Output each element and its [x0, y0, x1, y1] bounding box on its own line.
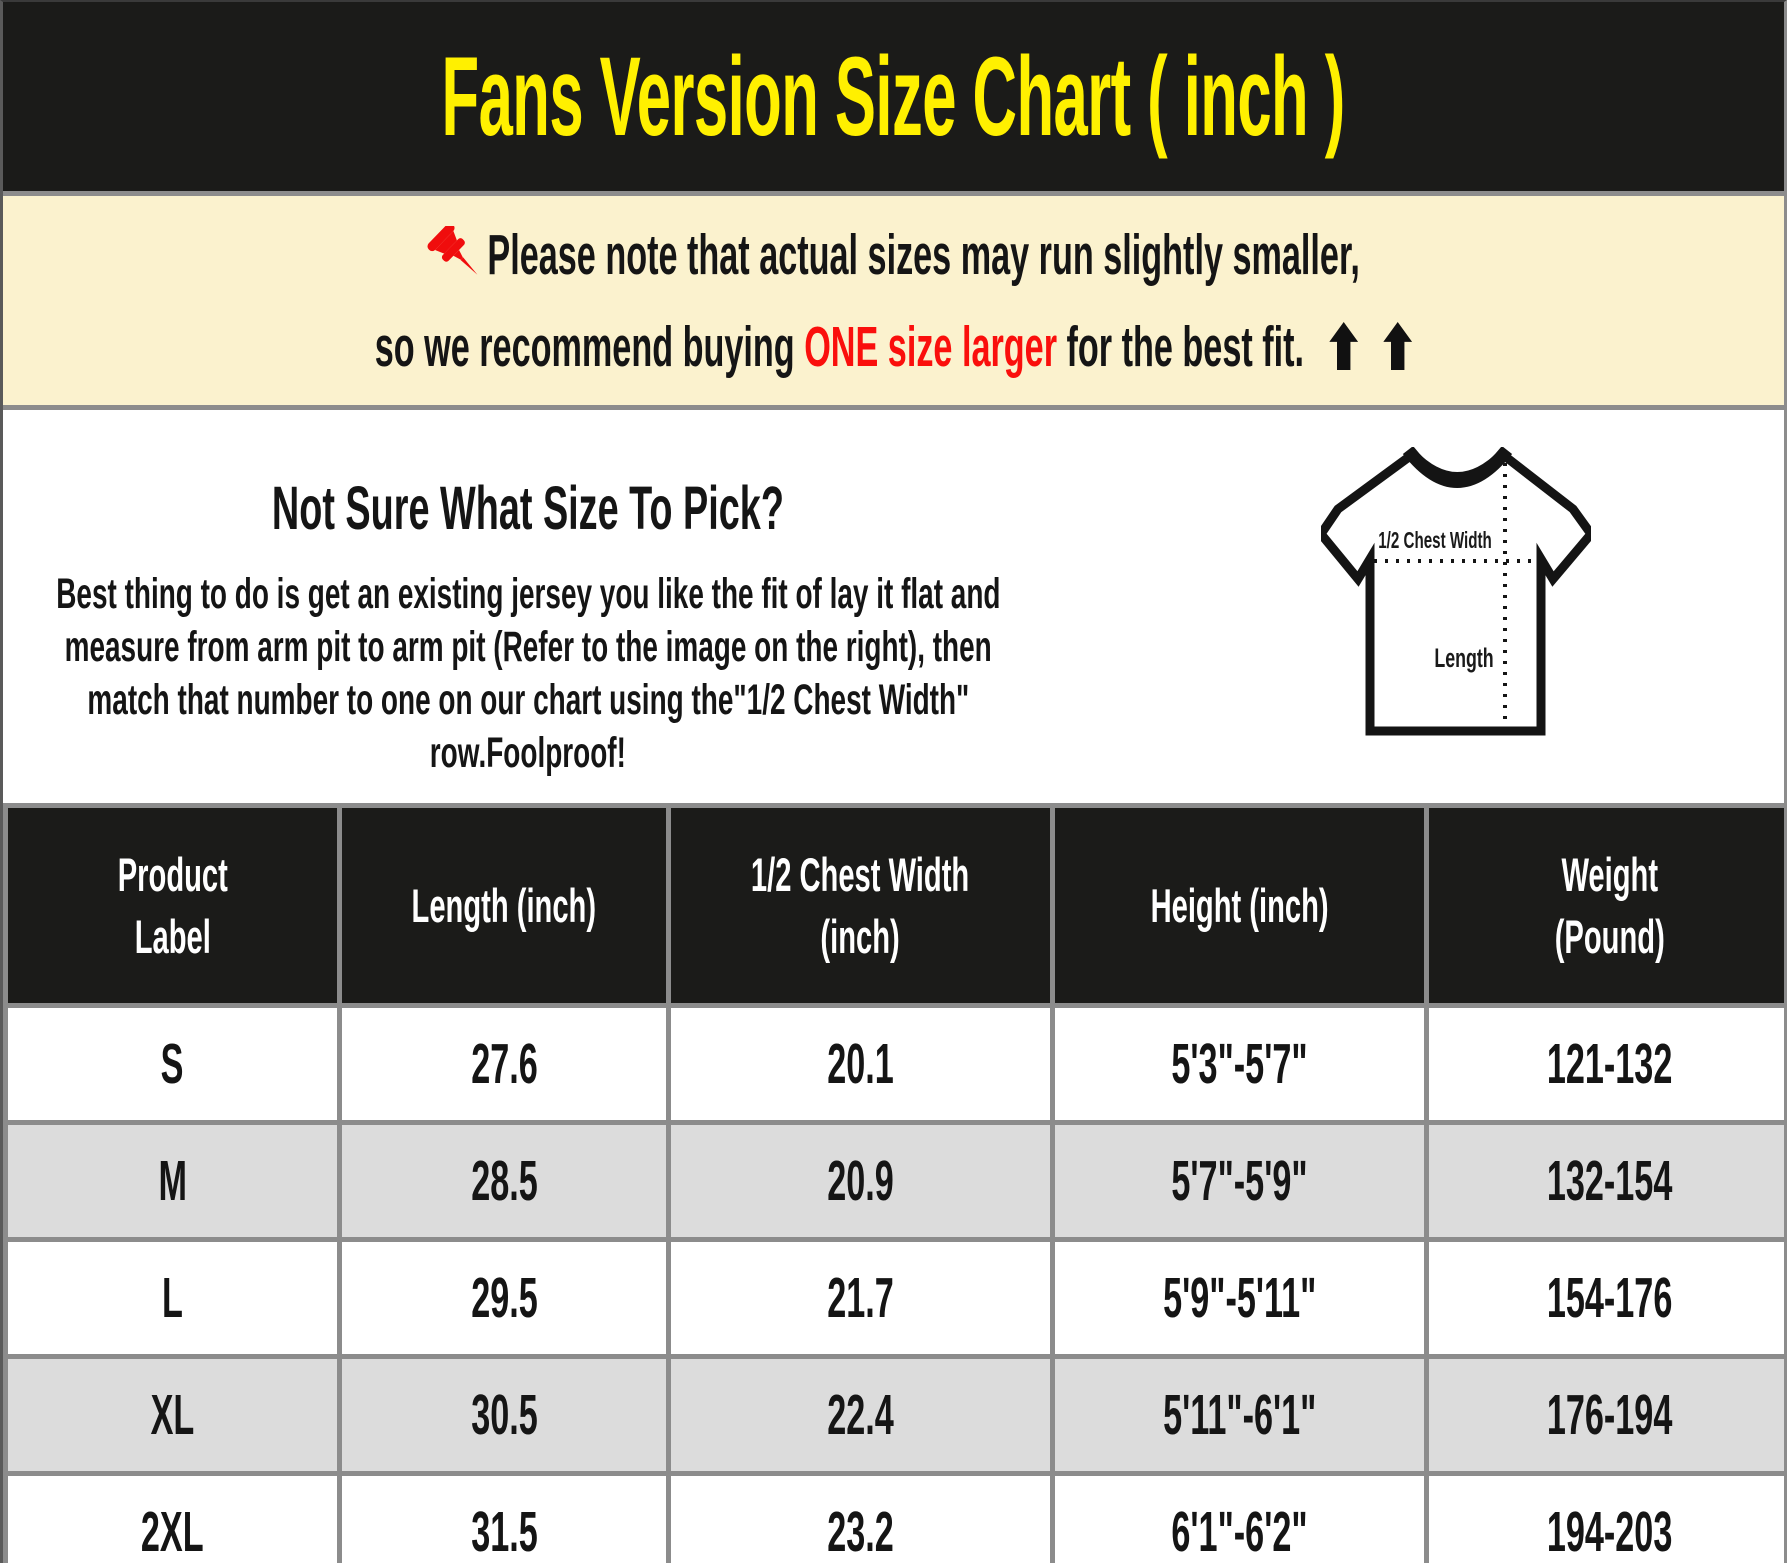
cell-weight: 176-194 [1424, 1354, 1784, 1476]
table-row-2xl: 2XL 31.5 23.2 6'1"-6'2" 194-203 [3, 1471, 1784, 1563]
cell-length: 28.5 [337, 1120, 671, 1242]
table-row-s: S 27.6 20.1 5'3"-5'7" 121-132 [3, 1003, 1784, 1125]
cell-chest-width: 20.1 [666, 1003, 1055, 1125]
guide-body: Best thing to do is get an existing jers… [3, 568, 1053, 780]
cell-weight: 121-132 [1424, 1003, 1784, 1125]
guide-body-line: measure from arm pit to arm pit (Refer t… [64, 623, 992, 671]
column-header-height: Height (inch) [1050, 803, 1429, 1008]
cell-height: 5'7"-5'9" [1050, 1120, 1429, 1242]
up-arrow-icon [1383, 321, 1413, 370]
size-table: Product Label Length (inch) 1/2 Chest Wi… [3, 803, 1784, 1563]
cell-chest-width: 23.2 [666, 1471, 1055, 1563]
cell-size-label: 2XL [3, 1471, 342, 1563]
cell-size-label: XL [3, 1354, 342, 1476]
cell-length: 29.5 [337, 1237, 671, 1359]
length-label: Length [1434, 642, 1493, 673]
cell-length: 30.5 [337, 1354, 671, 1476]
notice-banner: Please note that actual sizes may run sl… [3, 196, 1784, 410]
pushpin-icon [427, 222, 478, 275]
notice-line-1: Please note that actual sizes may run sl… [3, 222, 1784, 288]
guide-body-line: match that number to one on our chart us… [87, 676, 969, 724]
cell-size-label: S [3, 1003, 342, 1125]
up-arrow-icon [1329, 321, 1359, 370]
cell-size-label: L [3, 1237, 342, 1359]
tshirt-icon: 1/2 Chest Width Length [1315, 445, 1597, 736]
tshirt-diagram: 1/2 Chest Width Length [1315, 445, 1597, 738]
cell-weight: 132-154 [1424, 1120, 1784, 1242]
cell-height: 5'9"-5'11" [1050, 1237, 1429, 1359]
page-title: Fans Version Size Chart ( inch ) [441, 34, 1346, 159]
cell-chest-width: 21.7 [666, 1237, 1055, 1359]
cell-chest-width: 20.9 [666, 1120, 1055, 1242]
column-header-length: Length (inch) [337, 803, 671, 1008]
cell-length: 31.5 [337, 1471, 671, 1563]
one-size-larger-highlight: ONE size larger [804, 314, 1058, 379]
size-table-header-row: Product Label Length (inch) 1/2 Chest Wi… [3, 803, 1784, 1008]
table-row-m: M 28.5 20.9 5'7"-5'9" 132-154 [3, 1120, 1784, 1242]
cell-chest-width: 22.4 [666, 1354, 1055, 1476]
cell-weight: 194-203 [1424, 1471, 1784, 1563]
cell-height: 5'3"-5'7" [1050, 1003, 1429, 1125]
cell-size-label: M [3, 1120, 342, 1242]
cell-height: 6'1"-6'2" [1050, 1471, 1429, 1563]
table-row-l: L 29.5 21.7 5'9"-5'11" 154-176 [3, 1237, 1784, 1359]
cell-length: 27.6 [337, 1003, 671, 1125]
notice-line-2: so we recommend buying ONE size larger f… [3, 314, 1784, 380]
column-header-product-label: Product Label [3, 803, 342, 1008]
guide-body-line: row.Foolproof! [429, 729, 627, 777]
chest-width-label: 1/2 Chest Width [1378, 528, 1492, 554]
guide-text: Not Sure What Size To Pick? Best thing t… [3, 410, 1053, 780]
column-header-chest-width: 1/2 Chest Width (inch) [666, 803, 1055, 1008]
notice-line-2-prefix: so we recommend buying [374, 314, 805, 379]
guide-heading: Not Sure What Size To Pick? [271, 474, 785, 542]
cell-weight: 154-176 [1424, 1237, 1784, 1359]
title-bar: Fans Version Size Chart ( inch ) [3, 2, 1784, 196]
guide-body-line: Best thing to do is get an existing jers… [55, 570, 1001, 618]
notice-line-2-suffix: for the best fit. [1057, 314, 1305, 379]
table-row-xl: XL 30.5 22.4 5'11"-6'1" 176-194 [3, 1354, 1784, 1476]
notice-line-1-text: Please note that actual sizes may run sl… [487, 222, 1361, 287]
guide-section: Not Sure What Size To Pick? Best thing t… [3, 410, 1784, 803]
cell-height: 5'11"-6'1" [1050, 1354, 1429, 1476]
column-header-weight: Weight (Pound) [1424, 803, 1784, 1008]
